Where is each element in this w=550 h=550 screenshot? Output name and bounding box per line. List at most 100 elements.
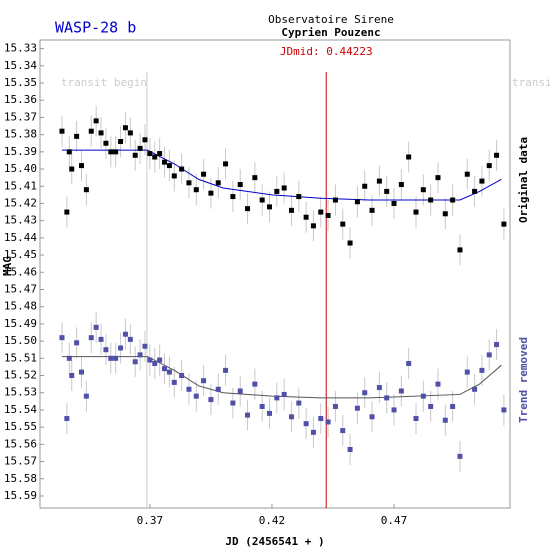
data-point xyxy=(354,199,360,205)
data-point xyxy=(142,343,148,349)
data-point xyxy=(162,159,168,165)
data-point xyxy=(74,340,80,346)
data-point xyxy=(215,180,221,186)
y-tick-label: 15.55 xyxy=(4,420,37,433)
data-point xyxy=(127,336,133,342)
y-tick-label: 15.42 xyxy=(4,196,37,209)
data-point xyxy=(93,118,99,124)
y-tick-label: 15.40 xyxy=(4,162,37,175)
data-point xyxy=(223,367,229,373)
data-point xyxy=(166,163,172,169)
y-tick-label: 15.39 xyxy=(4,145,37,158)
data-point xyxy=(435,175,441,181)
data-point xyxy=(450,403,456,409)
data-point xyxy=(171,173,177,179)
data-point xyxy=(103,140,109,146)
data-point xyxy=(384,188,390,194)
data-point xyxy=(245,412,251,418)
data-point xyxy=(157,357,163,363)
data-point xyxy=(157,151,163,157)
y-tick-label: 15.48 xyxy=(4,300,37,313)
chart-title: WASP-28 b xyxy=(55,19,136,37)
data-point xyxy=(66,149,72,155)
y-tick-label: 15.46 xyxy=(4,265,37,278)
data-point xyxy=(137,145,143,151)
marker-label: transit xyxy=(512,76,550,89)
data-point xyxy=(88,128,94,134)
data-point xyxy=(413,209,419,215)
model-line xyxy=(61,356,502,399)
data-point xyxy=(179,166,185,172)
data-point xyxy=(230,194,236,200)
data-point xyxy=(464,369,470,375)
data-point xyxy=(384,395,390,401)
data-point xyxy=(442,417,448,423)
data-point xyxy=(332,403,338,409)
data-point xyxy=(147,357,153,363)
data-point xyxy=(93,324,99,330)
y-tick-label: 15.50 xyxy=(4,334,37,347)
data-point xyxy=(259,197,265,203)
data-point xyxy=(64,416,70,422)
x-axis-label: JD (2456541 + ) xyxy=(225,535,324,548)
x-tick-label: 0.42 xyxy=(259,514,286,527)
data-point xyxy=(108,355,114,361)
y-tick-label: 15.38 xyxy=(4,128,37,141)
x-tick-label: 0.37 xyxy=(137,514,164,527)
data-point xyxy=(288,414,294,420)
data-point xyxy=(450,197,456,203)
data-point xyxy=(318,416,324,422)
data-point xyxy=(237,388,243,394)
data-point xyxy=(310,223,316,229)
data-point xyxy=(79,369,85,375)
data-point xyxy=(442,211,448,217)
data-point xyxy=(88,335,94,341)
y-tick-label: 15.36 xyxy=(4,93,37,106)
y-tick-label: 15.37 xyxy=(4,110,37,123)
data-point xyxy=(494,342,500,348)
y-axis-label: MAG xyxy=(1,256,14,276)
data-point xyxy=(281,185,287,191)
data-point xyxy=(113,355,119,361)
data-point xyxy=(74,133,80,139)
data-point xyxy=(274,395,280,401)
y-tick-label: 15.34 xyxy=(4,59,37,72)
data-point xyxy=(152,360,158,366)
data-point xyxy=(79,163,85,169)
data-point xyxy=(83,393,89,399)
data-point xyxy=(127,130,133,136)
data-point xyxy=(66,355,72,361)
y-tick-label: 15.47 xyxy=(4,282,37,295)
data-point xyxy=(193,187,199,193)
y-tick-label: 15.59 xyxy=(4,489,37,502)
author: Cyprien Pouzenc xyxy=(281,26,380,39)
data-point xyxy=(122,331,128,337)
data-point xyxy=(362,183,368,189)
data-point xyxy=(137,352,143,358)
data-point xyxy=(132,152,138,158)
data-point xyxy=(208,397,214,403)
data-point xyxy=(420,187,426,193)
data-point xyxy=(201,171,207,177)
data-point xyxy=(215,386,221,392)
data-point xyxy=(186,386,192,392)
y-tick-label: 15.44 xyxy=(4,231,37,244)
data-point xyxy=(486,352,492,358)
data-point xyxy=(501,407,507,413)
data-point xyxy=(132,359,138,365)
data-point xyxy=(223,161,229,167)
data-point xyxy=(186,180,192,186)
y-tick-label: 15.51 xyxy=(4,351,37,364)
data-point xyxy=(325,419,331,425)
data-point xyxy=(332,197,338,203)
data-point xyxy=(69,373,75,379)
data-point xyxy=(267,410,273,416)
data-point xyxy=(201,378,207,384)
data-point xyxy=(259,403,265,409)
data-point xyxy=(340,428,346,434)
data-point xyxy=(347,447,353,452)
data-point xyxy=(59,128,65,134)
data-point xyxy=(103,347,109,353)
legend-label: Trend removed xyxy=(517,337,530,423)
